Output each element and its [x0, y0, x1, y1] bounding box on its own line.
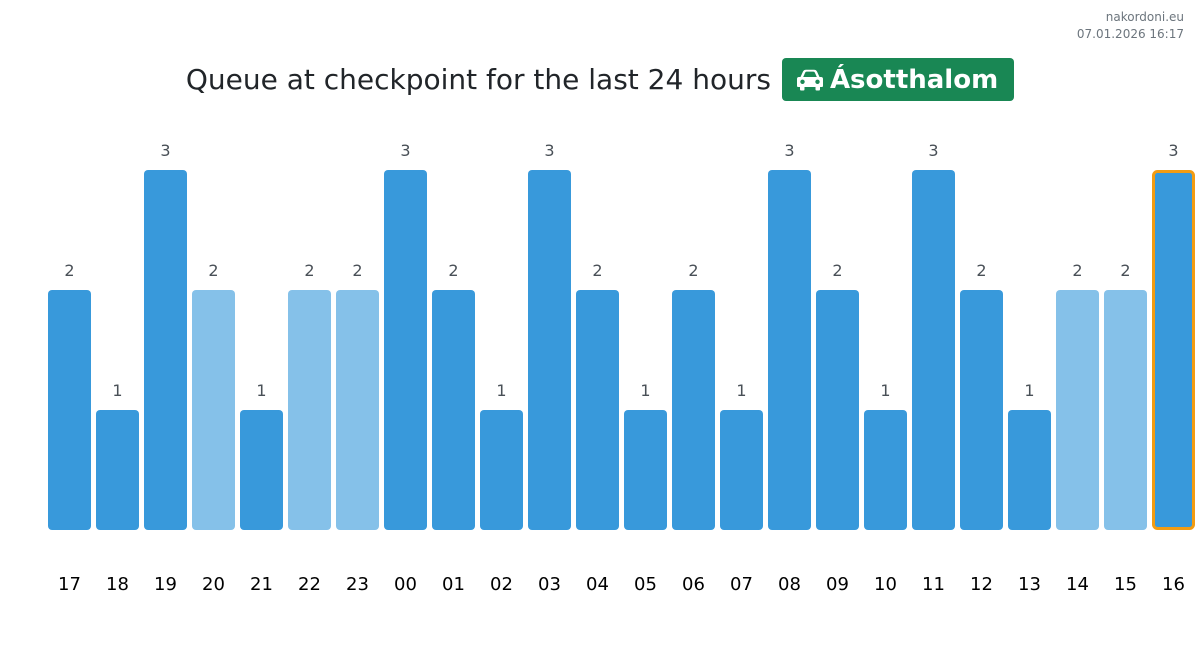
- value-label-07: 1: [736, 381, 746, 400]
- value-label-18: 1: [112, 381, 122, 400]
- bar-03: [528, 170, 571, 530]
- bar-16: [1152, 170, 1195, 530]
- x-tick-01: 01: [442, 574, 465, 595]
- bar-21: [240, 410, 283, 530]
- bar-14: [1056, 290, 1099, 530]
- value-label-22: 2: [304, 261, 314, 280]
- bar-02: [480, 410, 523, 530]
- chart-title: Queue at checkpoint for the last 24 hour…: [185, 63, 771, 96]
- source-timestamp: 07.01.2026 16:17: [1076, 27, 1184, 41]
- bar-01: [432, 290, 475, 530]
- bar-04: [576, 290, 619, 530]
- bar-20: [192, 290, 235, 530]
- value-label-11: 3: [928, 141, 938, 160]
- value-label-10: 1: [880, 381, 890, 400]
- x-tick-22: 22: [298, 574, 321, 595]
- chart-header: Queue at checkpoint for the last 24 hour…: [0, 58, 1200, 101]
- checkpoint-badge: Ásotthalom: [781, 58, 1015, 101]
- x-tick-07: 07: [730, 574, 753, 595]
- x-tick-14: 14: [1066, 574, 1089, 595]
- value-label-15: 2: [1120, 261, 1130, 280]
- x-tick-12: 12: [970, 574, 993, 595]
- bar-15: [1104, 290, 1147, 530]
- value-label-03: 3: [544, 141, 554, 160]
- x-tick-03: 03: [538, 574, 561, 595]
- x-tick-20: 20: [202, 574, 225, 595]
- bar-22: [288, 290, 331, 530]
- x-tick-16: 16: [1162, 574, 1185, 595]
- value-label-00: 3: [400, 141, 410, 160]
- value-label-17: 2: [64, 261, 74, 280]
- source-info: nakordoni.eu 07.01.2026 16:17: [1077, 9, 1184, 43]
- bar-08: [768, 170, 811, 530]
- x-tick-10: 10: [874, 574, 897, 595]
- value-label-01: 2: [448, 261, 458, 280]
- checkpoint-name: Ásotthalom: [829, 64, 999, 95]
- x-tick-17: 17: [58, 574, 81, 595]
- source-site: nakordoni.eu: [1105, 10, 1184, 24]
- bar-23: [336, 290, 379, 530]
- x-tick-00: 00: [394, 574, 417, 595]
- x-tick-04: 04: [586, 574, 609, 595]
- value-label-13: 1: [1024, 381, 1034, 400]
- x-tick-09: 09: [826, 574, 849, 595]
- bar-06: [672, 290, 715, 530]
- x-tick-11: 11: [922, 574, 945, 595]
- value-label-20: 2: [208, 261, 218, 280]
- value-label-21: 1: [256, 381, 266, 400]
- value-label-09: 2: [832, 261, 842, 280]
- value-label-23: 2: [352, 261, 362, 280]
- x-tick-19: 19: [154, 574, 177, 595]
- value-label-02: 1: [496, 381, 506, 400]
- value-label-19: 3: [160, 141, 170, 160]
- bar-13: [1008, 410, 1051, 530]
- x-tick-13: 13: [1018, 574, 1041, 595]
- bar-19: [144, 170, 187, 530]
- x-tick-21: 21: [250, 574, 273, 595]
- bar-10: [864, 410, 907, 530]
- value-label-04: 2: [592, 261, 602, 280]
- bar-07: [720, 410, 763, 530]
- value-label-14: 2: [1072, 261, 1082, 280]
- value-label-16: 3: [1168, 141, 1178, 160]
- value-label-05: 1: [640, 381, 650, 400]
- value-label-06: 2: [688, 261, 698, 280]
- bar-00: [384, 170, 427, 530]
- x-tick-08: 08: [778, 574, 801, 595]
- car-icon: [796, 69, 823, 90]
- bar-09: [816, 290, 859, 530]
- x-tick-18: 18: [106, 574, 129, 595]
- bar-11: [912, 170, 955, 530]
- x-tick-23: 23: [346, 574, 369, 595]
- bar-18: [96, 410, 139, 530]
- bar-05: [624, 410, 667, 530]
- value-label-12: 2: [976, 261, 986, 280]
- value-label-08: 3: [784, 141, 794, 160]
- x-tick-02: 02: [490, 574, 513, 595]
- x-tick-05: 05: [634, 574, 657, 595]
- bar-17: [48, 290, 91, 530]
- bar-12: [960, 290, 1003, 530]
- x-tick-06: 06: [682, 574, 705, 595]
- x-tick-15: 15: [1114, 574, 1137, 595]
